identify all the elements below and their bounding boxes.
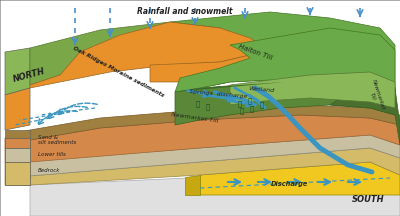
Polygon shape	[5, 105, 400, 148]
Text: Discharge: Discharge	[271, 181, 309, 187]
Text: 𝓌: 𝓌	[238, 100, 242, 107]
Polygon shape	[175, 28, 395, 95]
Text: Wetland: Wetland	[249, 86, 275, 94]
Polygon shape	[5, 148, 30, 162]
Text: Lower tills: Lower tills	[38, 152, 66, 157]
Text: Rainfall and snowmelt: Rainfall and snowmelt	[137, 7, 233, 16]
Text: Bedrock: Bedrock	[38, 167, 60, 173]
Text: NORTH: NORTH	[12, 66, 46, 84]
Text: Newmarket Till: Newmarket Till	[171, 112, 219, 124]
Polygon shape	[30, 22, 270, 88]
Text: Springs  discharge: Springs discharge	[189, 89, 247, 99]
Polygon shape	[185, 175, 200, 195]
Polygon shape	[150, 52, 270, 82]
Polygon shape	[230, 72, 395, 108]
Text: 𝓌: 𝓌	[206, 103, 210, 110]
Text: 𝓌: 𝓌	[250, 105, 254, 112]
Polygon shape	[5, 148, 30, 162]
Polygon shape	[330, 78, 400, 145]
Polygon shape	[5, 138, 30, 148]
Polygon shape	[30, 170, 400, 216]
Polygon shape	[5, 115, 400, 162]
Text: 𝓌: 𝓌	[248, 97, 252, 104]
Polygon shape	[5, 162, 30, 178]
Text: 𝓌: 𝓌	[240, 107, 244, 114]
Polygon shape	[175, 78, 395, 125]
Polygon shape	[175, 82, 285, 92]
Polygon shape	[5, 178, 30, 185]
Text: Sand &
silt sediments: Sand & silt sediments	[38, 135, 76, 145]
Polygon shape	[5, 130, 30, 138]
Polygon shape	[200, 162, 400, 195]
Polygon shape	[5, 138, 30, 148]
Polygon shape	[5, 48, 30, 95]
Text: Newmarket
Till: Newmarket Till	[365, 78, 385, 112]
Polygon shape	[5, 135, 400, 178]
Text: 𝓌: 𝓌	[196, 100, 200, 107]
Text: SOUTH: SOUTH	[352, 195, 385, 205]
Polygon shape	[170, 12, 395, 95]
Text: Halton Till: Halton Till	[237, 43, 273, 61]
Polygon shape	[30, 22, 250, 85]
Polygon shape	[5, 148, 400, 185]
Text: 𝓌: 𝓌	[260, 101, 264, 108]
Polygon shape	[5, 162, 30, 185]
Polygon shape	[5, 88, 30, 130]
Text: Oak Ridges Moraine sediments: Oak Ridges Moraine sediments	[72, 46, 164, 98]
